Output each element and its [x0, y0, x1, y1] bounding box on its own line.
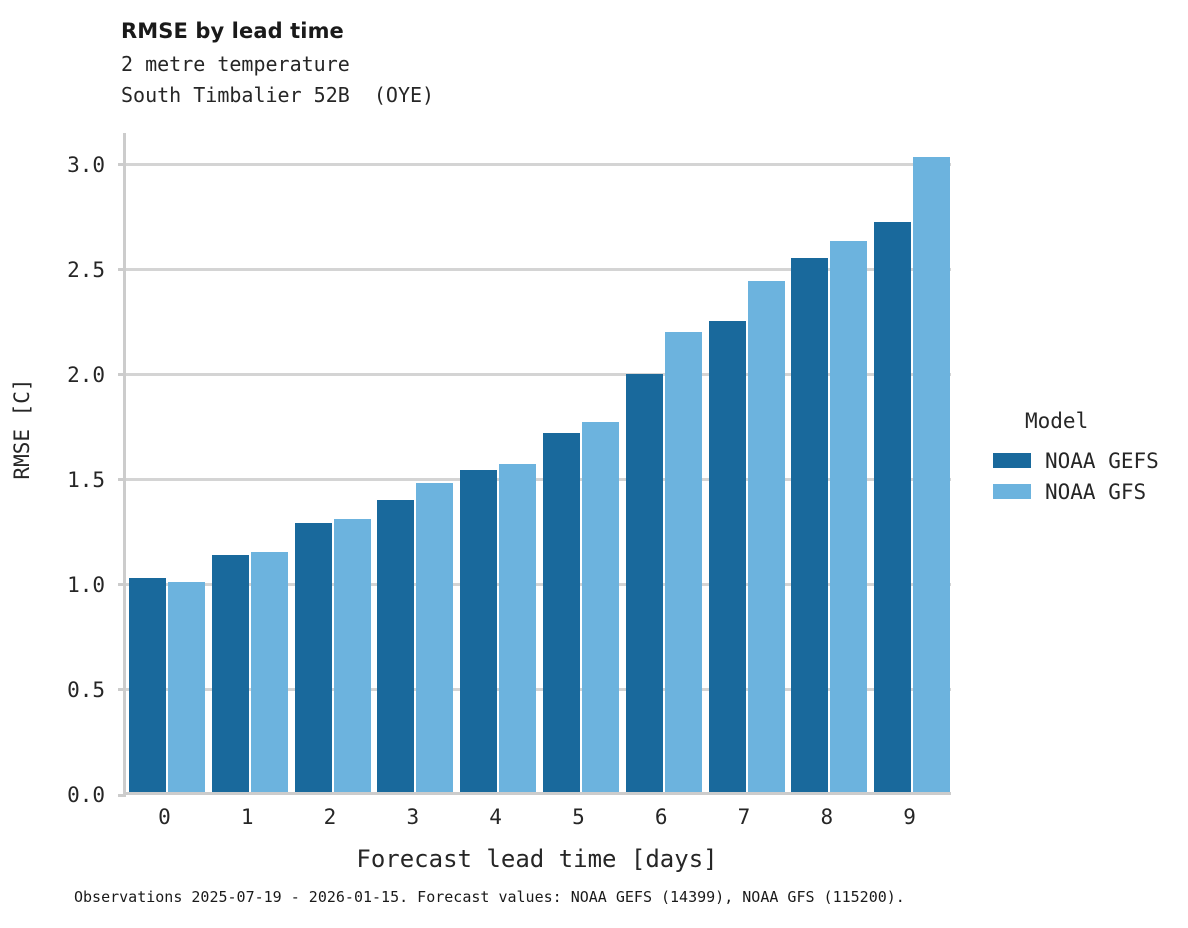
plot-inner [118, 133, 954, 797]
bar[interactable] [129, 577, 166, 792]
x-axis-label: Forecast lead time [days] [356, 845, 718, 873]
legend-swatch-icon [993, 484, 1031, 499]
y-axis-tick-label: 1.0 [67, 572, 105, 597]
gridline [126, 163, 951, 167]
bar[interactable] [294, 523, 332, 792]
gridline [126, 373, 951, 377]
legend-title: Model [1025, 409, 1089, 433]
bar[interactable] [499, 464, 537, 792]
y-axis-tick-mark [118, 583, 126, 587]
bar[interactable] [664, 331, 702, 792]
y-axis-tick-label: 3.0 [67, 152, 105, 177]
x-axis-tick-labels: 0 1 2 3 4 5 6 7 8 9 [123, 805, 951, 837]
bar-group [706, 133, 789, 792]
bar[interactable] [830, 241, 868, 792]
bar[interactable] [708, 321, 746, 792]
y-axis-tick-mark [118, 373, 126, 377]
plot-area [118, 133, 954, 797]
x-axis-tick-label: 0 [158, 805, 171, 829]
y-axis-tick-label: 2.0 [67, 362, 105, 387]
x-axis-tick-label: 2 [323, 805, 337, 829]
chart-subtitle-variable: 2 metre temperature [121, 52, 350, 76]
y-axis-tick-label: 1.5 [67, 467, 105, 492]
bar[interactable] [377, 499, 415, 792]
x-axis-tick-label: 8 [820, 805, 834, 829]
gridline [126, 478, 951, 482]
gridline [126, 583, 951, 587]
x-axis-tick-label: 4 [489, 805, 502, 829]
bar[interactable] [874, 222, 912, 792]
x-axis-tick-label: 3 [406, 805, 420, 829]
legend-entry[interactable]: NOAA GFS [993, 476, 1159, 507]
legend-entries: NOAA GEFS NOAA GFS [993, 445, 1159, 507]
y-axis-label: RMSE [C] [10, 378, 34, 480]
gridline [126, 688, 951, 692]
y-axis-tick-mark [118, 163, 126, 167]
bar[interactable] [211, 554, 249, 792]
bar-group [209, 133, 292, 792]
footer-annotation: Observations 2025-07-19 - 2026-01-15. Fo… [74, 888, 905, 906]
bar-group [623, 133, 706, 792]
bar[interactable] [913, 157, 951, 792]
x-axis-tick-label: 6 [654, 805, 668, 829]
bar[interactable] [791, 258, 829, 792]
bar-group [374, 133, 457, 792]
y-axis-tick-label: 2.5 [67, 257, 105, 282]
bar[interactable] [543, 432, 580, 792]
legend-label: NOAA GEFS [1045, 448, 1159, 473]
legend-swatch-icon [993, 453, 1031, 468]
bar[interactable] [582, 422, 619, 792]
x-axis-tick-label: 5 [572, 805, 585, 829]
bar[interactable] [168, 581, 205, 792]
y-axis-tick-label: 0.0 [67, 783, 105, 807]
bar[interactable] [333, 518, 371, 792]
y-axis-tick-mark [118, 793, 126, 797]
chart-title: RMSE by lead time [121, 19, 344, 43]
bar[interactable] [460, 470, 498, 792]
bar-group [871, 133, 954, 792]
bar-group [540, 133, 623, 792]
y-axis-tick-mark [118, 478, 126, 482]
bar-group [788, 133, 871, 792]
bar-group [292, 133, 375, 792]
x-axis-tick-label: 9 [903, 805, 916, 829]
x-axis-tick-label: 1 [240, 805, 254, 829]
legend-label: NOAA GFS [1045, 479, 1147, 504]
bar-group [457, 133, 540, 792]
bar[interactable] [416, 483, 454, 792]
legend: Model NOAA GEFS NOAA GFS [993, 409, 1159, 507]
x-axis-tick-label: 7 [737, 805, 751, 829]
y-axis-tick-mark [118, 268, 126, 272]
bar-group [126, 133, 209, 792]
bar[interactable] [747, 281, 785, 792]
chart-subtitle-location: South Timbalier 52B (OYE) [121, 83, 435, 107]
y-axis-tick-label: 0.5 [67, 677, 105, 702]
gridline [126, 268, 951, 272]
bar[interactable] [625, 373, 663, 792]
legend-entry[interactable]: NOAA GEFS [993, 445, 1159, 476]
y-axis-tick-mark [118, 688, 126, 692]
y-axis-tick-labels: 0.0 0.5 1.0 1.5 2.0 2.5 3.0 [0, 133, 105, 807]
bar[interactable] [250, 552, 288, 792]
